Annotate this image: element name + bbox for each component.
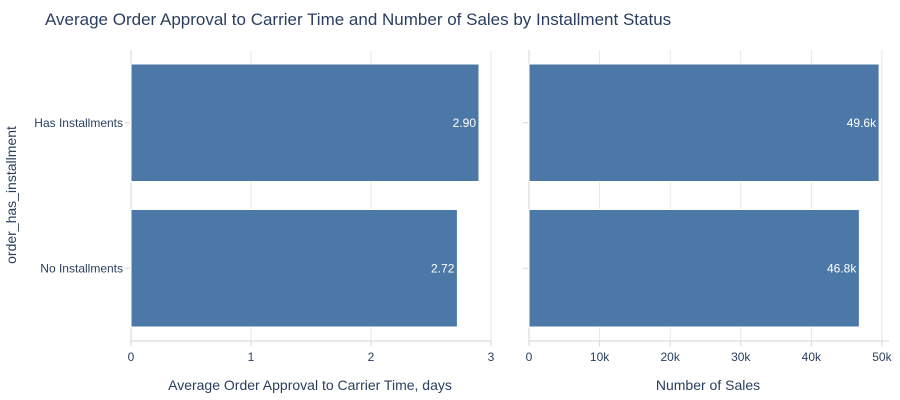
y-tick-label: Has Installments (34, 116, 123, 130)
x-tick-label: 0 (128, 350, 135, 364)
x-axis-title: Average Order Approval to Carrier Time, … (168, 377, 452, 393)
y-axis-title: order_has_installment (3, 126, 19, 264)
subplot-2: 0 10k 20k 30k 40k 50k 49.6k 46.8k Number of Sale… (523, 50, 893, 393)
subplot-1: 0 1 2 3 2.90 Has Installments 2.72 No Installme… (34, 50, 495, 393)
x-tick-label: 30k (731, 350, 751, 364)
x-tick-label: 10k (590, 350, 610, 364)
y-tick-label: No Installments (40, 261, 123, 275)
bar-has-installments (528, 63, 880, 182)
bar-has-installments (130, 63, 480, 182)
bar-no-installments (130, 209, 458, 328)
bar-value-label: 46.8k (827, 261, 857, 275)
x-tick-label: 20k (660, 350, 680, 364)
bar-value-label: 2.72 (431, 261, 455, 275)
x-tick-label: 2 (368, 350, 375, 364)
x-tick-label: 50k (872, 350, 892, 364)
x-tick-label: 3 (488, 350, 495, 364)
x-tick-label: 40k (802, 350, 822, 364)
x-tick-label: 0 (526, 350, 533, 364)
subplots: 0 1 2 3 2.90 Has Installments 2.72 No Installme… (34, 50, 893, 393)
x-axis-title: Number of Sales (656, 377, 760, 393)
x-tick-label: 1 (248, 350, 255, 364)
chart-title: Average Order Approval to Carrier Time a… (45, 10, 671, 29)
bar-no-installments (528, 209, 860, 328)
bar-value-label: 49.6k (847, 116, 877, 130)
bar-value-label: 2.90 (453, 116, 477, 130)
